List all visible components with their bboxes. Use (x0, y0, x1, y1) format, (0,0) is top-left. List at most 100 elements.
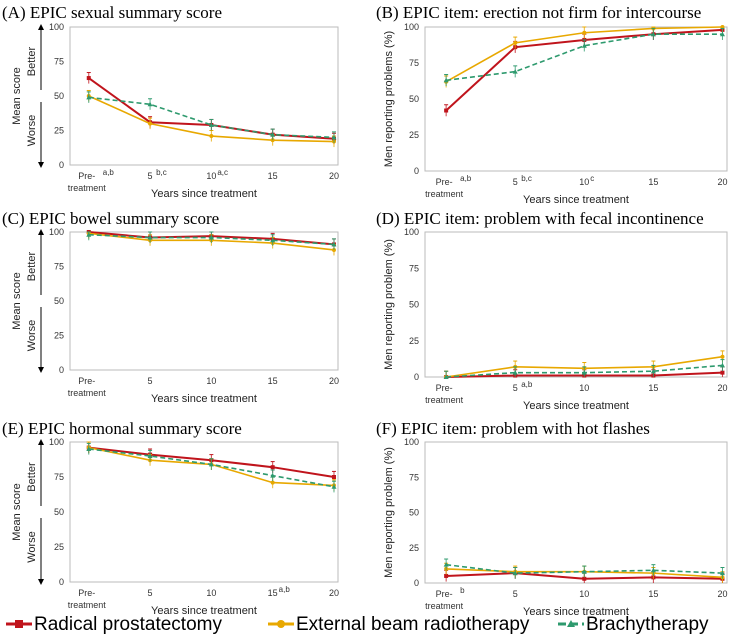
significance-superscript: a,b (279, 585, 291, 594)
significance-superscript: c (590, 174, 594, 183)
data-point (270, 237, 276, 243)
x-tick-label: 5 (513, 177, 518, 187)
x-tick-label: 15 (268, 171, 278, 181)
significance-superscript: b,c (521, 174, 532, 183)
significance-superscript: a,b (103, 168, 115, 177)
x-tick-label: 10 (579, 589, 589, 599)
data-point (444, 573, 449, 578)
x-tick-label: 10 (206, 171, 216, 181)
data-point (720, 354, 725, 359)
x-tick-label: 15 (268, 376, 278, 386)
data-point (208, 461, 214, 467)
data-point (581, 569, 587, 574)
y-tick-label: 0 (59, 577, 64, 587)
y-axis-label: Mean score (11, 483, 23, 540)
legend-label: Brachytherapy (586, 614, 709, 635)
data-point (86, 94, 92, 100)
x-tick-label: 10 (579, 177, 589, 187)
significance-superscript: b (460, 586, 465, 595)
x-axis-label: Years since treatment (523, 400, 629, 412)
significance-superscript: a,b (521, 380, 533, 389)
data-point (270, 480, 275, 485)
data-point (86, 76, 91, 81)
x-axis-label: Years since treatment (151, 605, 257, 617)
data-point (331, 134, 337, 140)
data-point (581, 370, 587, 375)
x-tick-label: 15 (268, 588, 278, 598)
data-point (513, 40, 518, 45)
y-tick-label: 25 (409, 130, 419, 140)
y-tick-label: 50 (54, 91, 64, 101)
better-label: Better (26, 251, 38, 281)
y-tick-label: 0 (59, 365, 64, 375)
x-tick-label: 15 (648, 383, 658, 393)
worse-label: Worse (26, 531, 38, 563)
arrow-down-icon (38, 579, 44, 585)
series-line (446, 33, 723, 82)
x-tick-label: 5 (148, 588, 153, 598)
y-axis-label: Men reporting problem (%) (383, 239, 395, 370)
x-tick-line: treatment (68, 388, 107, 398)
y-tick-label: 25 (409, 543, 419, 553)
chart-panel-a: (A) EPIC sexual summary score 0 25 50 75 100 P… (2, 3, 339, 200)
panel-title: (E) EPIC hormonal summary score (2, 419, 242, 438)
significance-superscript: b,c (156, 168, 167, 177)
data-point (443, 77, 449, 83)
x-tick-label: Pre-treatment (68, 588, 107, 610)
y-tick-label: 25 (54, 331, 64, 341)
data-point (650, 31, 656, 37)
data-point (86, 232, 92, 237)
y-tick-label: 75 (409, 263, 419, 273)
x-tick-label: 10 (206, 376, 216, 386)
series-brachytherapy (443, 359, 725, 379)
data-point (582, 576, 587, 581)
y-tick-label: 50 (54, 507, 64, 517)
data-point (719, 570, 725, 576)
x-tick-label: Pre-treatment (68, 376, 107, 398)
panel-title: (A) EPIC sexual summary score (2, 3, 222, 22)
data-point (208, 235, 214, 240)
x-tick-line: Pre- (78, 588, 95, 598)
legend: Radical prostatectomy External beam radio… (6, 614, 709, 635)
chart-panel-d: (D) EPIC item: problem with fecal incont… (376, 209, 728, 412)
data-point (270, 465, 275, 470)
y-tick-label: 100 (404, 437, 419, 447)
x-tick-label: 10 (206, 588, 216, 598)
significance-superscript: a,b (460, 174, 472, 183)
x-tick-label: 20 (717, 177, 727, 187)
x-axis-label: Years since treatment (151, 393, 257, 405)
series-brachytherapy (86, 91, 337, 143)
data-point (444, 108, 449, 113)
x-tick-line: treatment (425, 395, 464, 405)
x-axis-label: Years since treatment (151, 188, 257, 200)
x-axis-label: Years since treatment (523, 194, 629, 206)
x-tick-label: 5 (513, 589, 518, 599)
worse-label: Worse (26, 320, 38, 352)
chart-panel-c: (C) EPIC bowel summary score 0 25 50 75 100 Pr… (2, 209, 339, 405)
data-point (86, 446, 92, 451)
y-tick-label: 100 (49, 227, 64, 237)
data-point (650, 567, 656, 573)
x-tick-label: 20 (717, 589, 727, 599)
data-point (147, 453, 153, 458)
y-tick-label: 50 (409, 508, 419, 518)
y-axis-label: Men reporting problem (%) (383, 447, 395, 578)
y-tick-label: 75 (54, 472, 64, 482)
y-tick-label: 75 (409, 472, 419, 482)
data-point (331, 484, 337, 489)
plot-area (424, 441, 728, 584)
y-axis-label: Mean score (11, 67, 23, 124)
y-axis-label: Men reporting problems (%) (383, 31, 395, 167)
plot-area (69, 441, 339, 583)
y-tick-label: 0 (59, 160, 64, 170)
x-tick-line: treatment (425, 189, 464, 199)
data-point (443, 562, 449, 567)
data-point (582, 30, 587, 35)
x-axis-label: Years since treatment (523, 606, 629, 618)
data-point (270, 473, 276, 478)
y-tick-label: 50 (409, 94, 419, 104)
better-label: Better (26, 46, 38, 76)
y-axis-label: Mean score (11, 272, 23, 329)
x-tick-label: 20 (329, 376, 339, 386)
